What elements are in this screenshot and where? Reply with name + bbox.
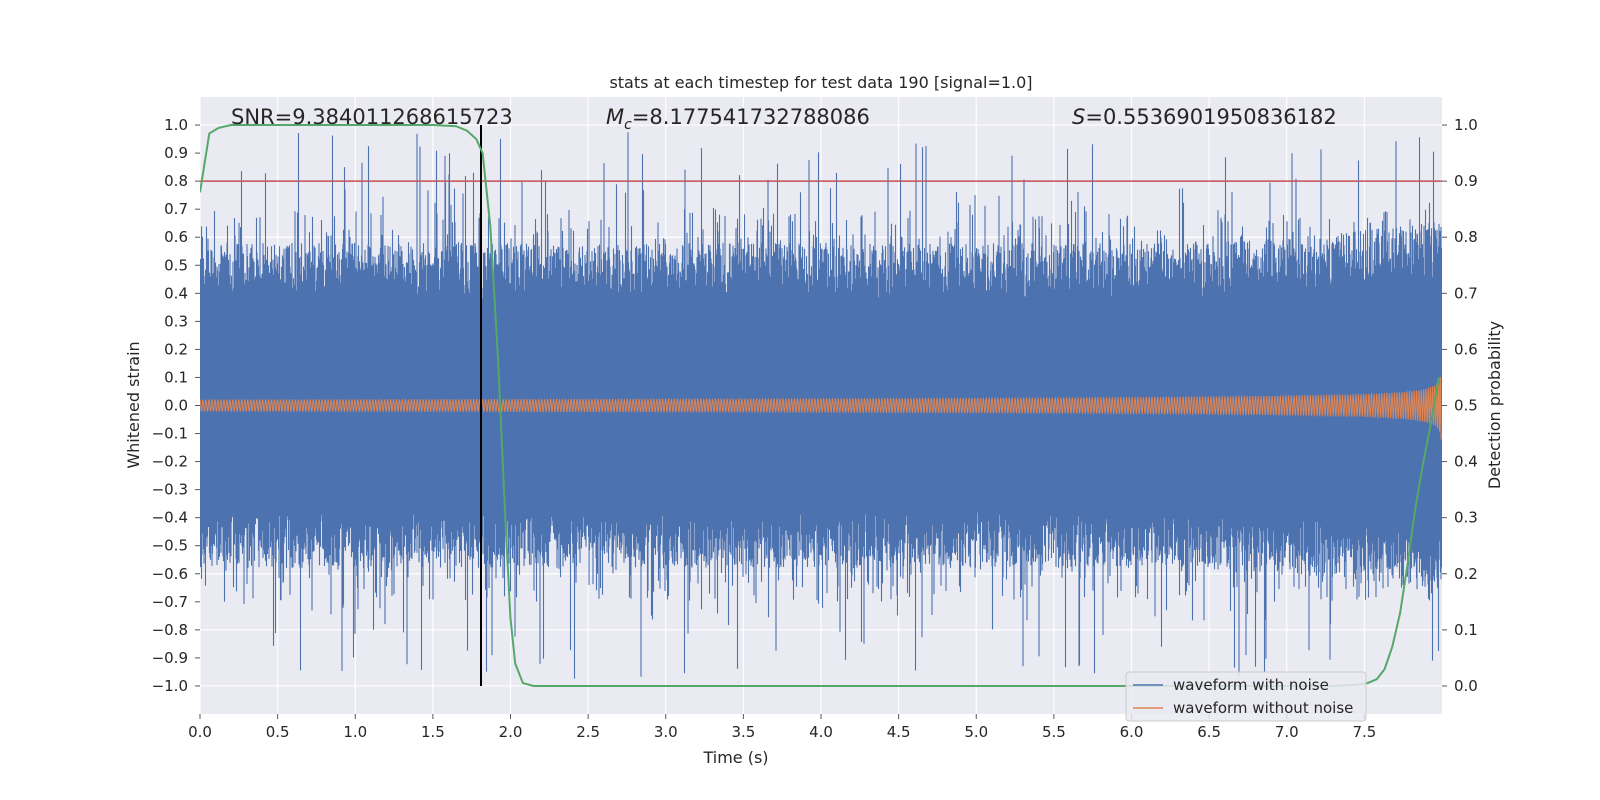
y-tick-label: 1.0 (164, 116, 188, 134)
y2-tick-label: 0.5 (1454, 397, 1478, 415)
legend-label-waveform-without-noise: waveform without noise (1173, 699, 1353, 717)
y2-tick-label: 0.8 (1454, 228, 1478, 246)
y-tick-label: 0.9 (164, 144, 188, 162)
y-tick-label: 0.6 (164, 228, 188, 246)
y-tick-label: 0.5 (164, 256, 188, 274)
x-tick-label: 1.5 (421, 723, 445, 741)
y-tick-label: −0.5 (152, 537, 188, 555)
x-tick-label: 2.5 (576, 723, 600, 741)
s-symbol: S (1072, 105, 1085, 129)
chart-title: stats at each timestep for test data 190… (609, 73, 1032, 92)
y2-axis-label: Detection probability (1485, 321, 1504, 489)
snr-annotation: SNR=9.384011268615723 (231, 105, 513, 129)
x-tick-label: 7.0 (1275, 723, 1299, 741)
series-detection-probability (200, 124, 1440, 687)
y2-tick-label: 0.7 (1454, 284, 1478, 302)
x-tick-label: 2.0 (499, 723, 523, 741)
y-tick-label: −0.9 (152, 649, 188, 667)
y-tick-label: −0.6 (152, 565, 188, 583)
chirp-mass-symbol: M (606, 105, 624, 129)
series-waveform-without-noise (200, 376, 1442, 440)
x-tick-label: 0.5 (266, 723, 290, 741)
legend-box (1125, 671, 1367, 722)
y2-tick-label: 0.4 (1454, 453, 1478, 471)
y-tick-label: 0.0 (164, 397, 188, 415)
x-tick-label: 6.0 (1120, 723, 1144, 741)
x-tick-label: 3.0 (654, 723, 678, 741)
x-tick-label: 5.5 (1042, 723, 1066, 741)
y2-tick-label: 0.3 (1454, 509, 1478, 527)
x-tick-label: 7.5 (1352, 723, 1376, 741)
y-tick-label: 0.2 (164, 340, 188, 358)
y-tick-label: −0.7 (152, 593, 188, 611)
y-tick-label: −0.3 (152, 481, 188, 499)
legend-label-waveform-with-noise: waveform with noise (1173, 676, 1329, 694)
x-tick-label: 0.0 (188, 723, 212, 741)
ticks: 0.0 0.5 1.0 1.5 2.0 2.5 3.0 3.5 4.0 4.5 5.0 5.5 6.0 6… (152, 116, 1478, 741)
x-tick-label: 5.0 (964, 723, 988, 741)
y-tick-label: −0.1 (152, 425, 188, 443)
y-tick-label: −1.0 (152, 677, 188, 695)
legend: waveform with noise waveform without noi… (1125, 671, 1367, 722)
x-tick-label: 3.5 (731, 723, 755, 741)
x-tick-label: 4.5 (887, 723, 911, 741)
y2-tick-label: 1.0 (1454, 116, 1478, 134)
y-tick-label: 0.7 (164, 200, 188, 218)
y-tick-label: −0.2 (152, 453, 188, 471)
y2-tick-label: 0.9 (1454, 172, 1478, 190)
chirp-mass-value: =8.177541732788086 (632, 105, 870, 129)
x-tick-label: 1.0 (343, 723, 367, 741)
y2-tick-label: 0.6 (1454, 340, 1478, 358)
y2-tick-label: 0.1 (1454, 621, 1478, 639)
x-tick-label: 6.5 (1197, 723, 1221, 741)
s-annotation: S=0.5536901950836182 (1072, 105, 1337, 129)
y2-tick-label: 0.0 (1454, 677, 1478, 695)
x-axis-label: Time (s) (702, 748, 768, 767)
y-axis-label: Whitened strain (124, 341, 143, 468)
chirp-mass-subscript: c (624, 117, 632, 133)
y-tick-label: 0.4 (164, 284, 188, 302)
y2-tick-label: 0.2 (1454, 565, 1478, 583)
y-tick-label: −0.4 (152, 509, 188, 527)
y-tick-label: 0.3 (164, 312, 188, 330)
s-value: =0.5536901950836182 (1085, 105, 1336, 129)
x-tick-label: 4.0 (809, 723, 833, 741)
y-tick-label: 0.1 (164, 368, 188, 386)
y-tick-label: 0.8 (164, 172, 188, 190)
y-tick-label: −0.8 (152, 621, 188, 639)
chirp-mass-annotation: Mc=8.177541732788086 (606, 105, 870, 133)
